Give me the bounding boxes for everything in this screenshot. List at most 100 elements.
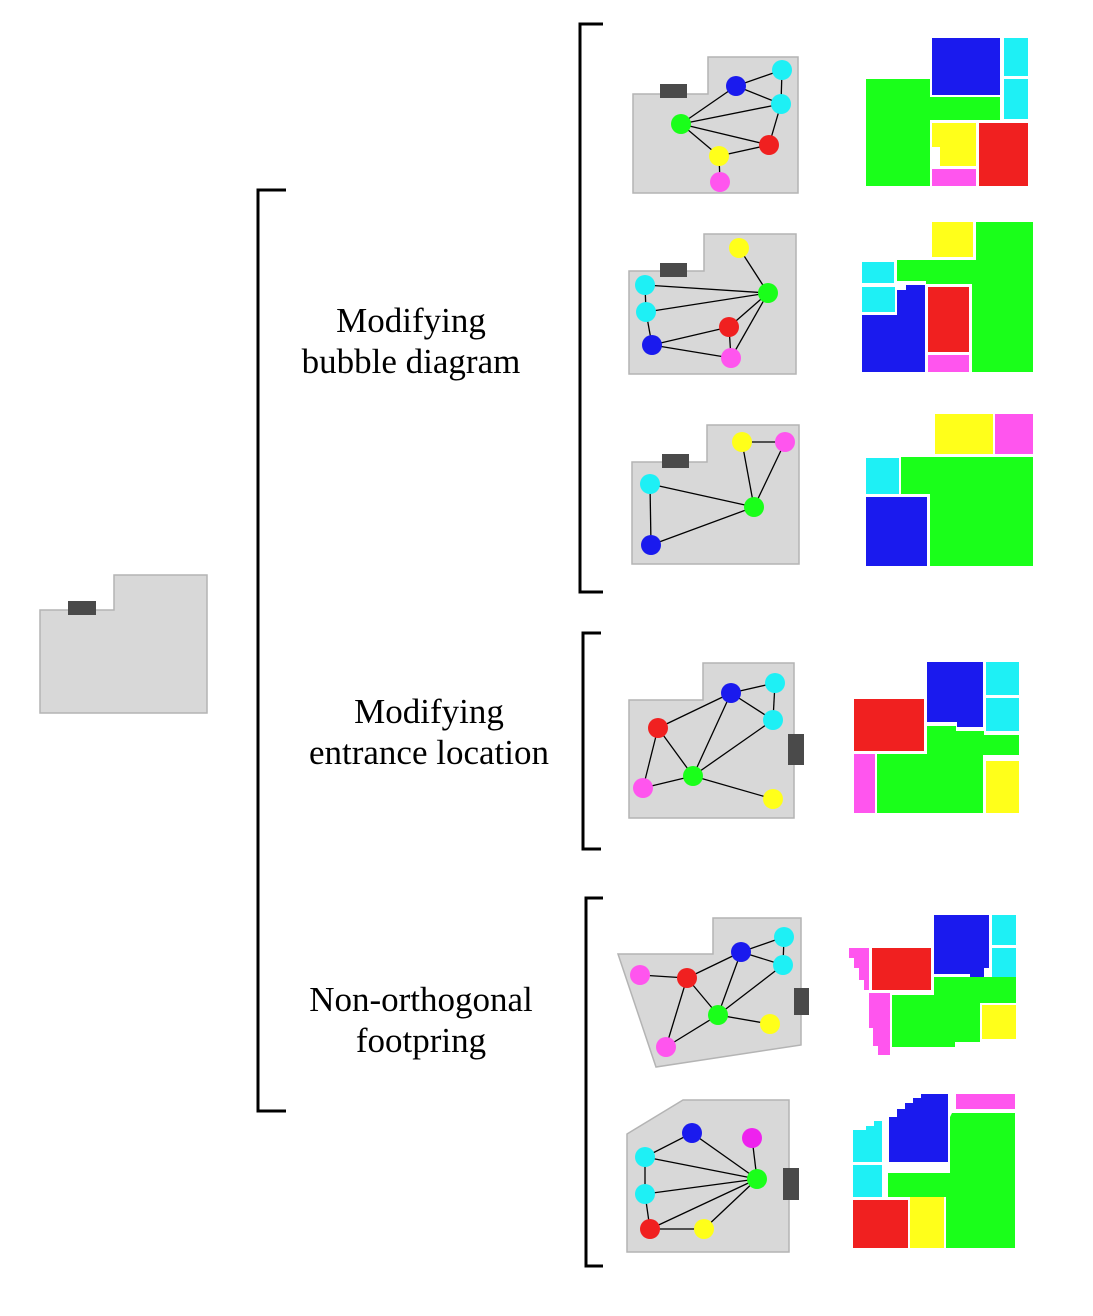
example-3 [631, 414, 1033, 566]
example-1 [632, 38, 1028, 194]
edge [649, 483, 755, 508]
edge [644, 1178, 758, 1195]
room-yellow [932, 222, 973, 257]
node-cyan [771, 94, 791, 114]
room-pink [869, 993, 890, 1055]
bubble-diagram-5 [616, 917, 809, 1068]
edge [680, 85, 737, 125]
node-yellow [760, 1014, 780, 1034]
node-pink [721, 348, 741, 368]
node-green [671, 114, 691, 134]
room-blue [927, 662, 983, 727]
room-green [866, 79, 1000, 186]
node-pink [656, 1037, 676, 1057]
edge [649, 483, 652, 546]
room-cyan [866, 458, 899, 494]
footprint-5 [616, 917, 802, 1068]
edge [642, 727, 659, 789]
floorplan-5 [849, 915, 1016, 1055]
example-2 [628, 222, 1033, 375]
room-green [877, 726, 1019, 813]
edge [717, 964, 784, 1016]
input-entrance [68, 601, 96, 615]
room-green [901, 457, 1033, 566]
node-blue [721, 683, 741, 703]
node-yellow [763, 789, 783, 809]
edge [644, 284, 769, 294]
node-cyan [636, 302, 656, 322]
example-4 [628, 662, 1019, 819]
edge [680, 103, 782, 125]
node-red [759, 135, 779, 155]
node-cyan [763, 710, 783, 730]
room-green [892, 977, 1016, 1047]
edge [741, 441, 755, 508]
room-red [854, 699, 924, 751]
node-pink [775, 432, 795, 452]
room-pink [995, 414, 1033, 454]
room-cyan [853, 1121, 882, 1162]
node-cyan [765, 673, 785, 693]
room-cyan [862, 287, 895, 312]
bubble-diagram-2 [628, 233, 797, 375]
node-yellow [694, 1219, 714, 1239]
room-cyan [1004, 79, 1028, 119]
bubble-diagram-3 [631, 424, 800, 565]
room-pink [956, 1094, 1015, 1109]
edge [651, 326, 730, 346]
room-cyan [992, 915, 1016, 945]
node-red [719, 317, 739, 337]
edge [692, 719, 774, 777]
node-yellow [732, 432, 752, 452]
room-yellow [932, 123, 976, 166]
room-cyan [986, 662, 1019, 695]
group2-bracket [581, 631, 601, 851]
node-red [677, 968, 697, 988]
node-pink [633, 778, 653, 798]
edge [665, 1014, 719, 1048]
node-cyan [635, 1147, 655, 1167]
floorplan-3 [866, 414, 1033, 566]
bubble-diagram-1 [632, 56, 799, 194]
node-red [640, 1219, 660, 1239]
edge [665, 977, 688, 1048]
node-green [683, 766, 703, 786]
node-magenta [742, 1128, 762, 1148]
node-cyan [635, 1184, 655, 1204]
node-yellow [709, 146, 729, 166]
edge [692, 775, 774, 800]
room-blue [862, 285, 925, 372]
room-yellow [910, 1197, 944, 1248]
room-red [872, 948, 931, 990]
edge [650, 506, 755, 546]
room-red [928, 287, 969, 352]
room-pink [928, 355, 969, 372]
node-cyan [773, 955, 793, 975]
room-yellow [982, 1005, 1016, 1039]
node-blue [641, 535, 661, 555]
node-cyan [774, 927, 794, 947]
group-label-footprint-line1: Non-orthogonal [309, 980, 533, 1019]
group1-bracket [578, 22, 603, 594]
bubble-diagram-6 [626, 1099, 799, 1253]
edge [649, 1178, 758, 1230]
room-red [979, 123, 1028, 186]
footprint-1 [632, 56, 799, 194]
node-blue [731, 942, 751, 962]
bubble-diagram-4 [628, 662, 804, 819]
room-cyan [862, 262, 894, 283]
entrance-6 [783, 1168, 799, 1200]
node-green [758, 283, 778, 303]
entrance-1 [660, 84, 687, 98]
room-cyan [1004, 38, 1028, 76]
node-green [744, 497, 764, 517]
group-label-bubble-line2: bubble diagram [302, 342, 521, 381]
entrance-4 [788, 734, 804, 765]
footprint-4 [628, 662, 795, 819]
edge [657, 692, 732, 729]
input-footprint [39, 574, 208, 714]
room-yellow [935, 414, 993, 454]
room-green [888, 1113, 1015, 1248]
node-cyan [635, 275, 655, 295]
room-cyan [986, 698, 1019, 731]
